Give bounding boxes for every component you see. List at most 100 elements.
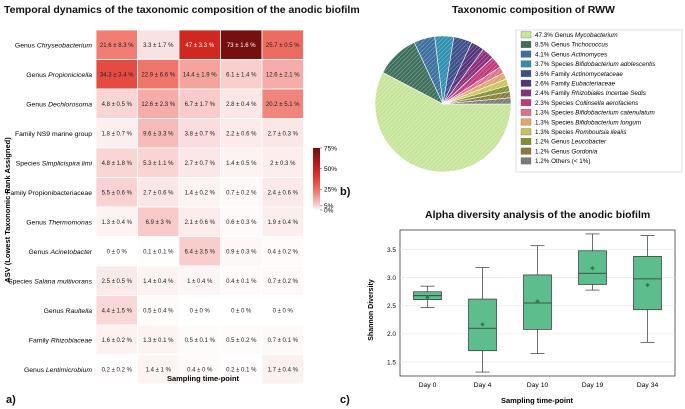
heatmap-row-label: Genus Dechlorosoma: [26, 101, 92, 108]
heatmap-cell-label: 0.6 ± 0.3 %: [226, 220, 257, 226]
pie-slice-hatch: [375, 72, 511, 172]
pie-legend-swatch: [520, 147, 532, 155]
colorbar-tick-label: 75%: [324, 145, 337, 152]
boxplot-mean-marker: [480, 322, 485, 327]
heatmap-cell-label: 73 ± 1.6 %: [227, 43, 256, 49]
pie-legend-entry: 1.3% Species Bifidobacterium catenulatum: [535, 110, 655, 117]
heatmap-row-label: Genus Propionicicella: [26, 72, 92, 79]
boxplot-x-tick-label: Day 19: [582, 382, 604, 389]
colorbar-tick-label: 50%: [324, 166, 337, 173]
boxplot-x-tick-label: Day 10: [527, 382, 549, 389]
boxplot-y-tick-label: 2.0: [387, 331, 396, 338]
pie-chart: 47.3% Genus Mycobacterium 8.5% Genus Tric…: [374, 29, 683, 173]
pie-legend-entry: 1.3% Species Romboutsia ilealis: [535, 129, 627, 136]
heatmap-cell-label: 6.1 ± 1.4 %: [226, 73, 257, 79]
heatmap-row-label: Genus Acinetobacter: [29, 249, 93, 256]
pie-legend-entry: 2.3% Species Collinsella aerofaciens: [535, 100, 639, 107]
heatmap-cell: [137, 147, 180, 178]
pie-legend-entry: 4.1% Genus Actinomyces: [535, 51, 608, 58]
heatmap-cell: [95, 206, 138, 237]
heatmap-cell-label: 2.4 ± 0.6 %: [268, 191, 299, 197]
heatmap-cell-label: 0.2 ± 0.1 %: [226, 368, 257, 374]
heatmap-cell: [178, 118, 221, 149]
heatmap-cell: [261, 236, 304, 267]
heatmap-cell-label: 3.8 ± 0.7 %: [185, 132, 216, 138]
colorbar: [313, 148, 320, 210]
heatmap-cell-label: 1.7 ± 0.4 %: [268, 368, 299, 374]
boxplot-x-axis-label: Sampling time-point: [501, 396, 574, 405]
heatmap-cell-label: 0.5 ± 0.1 %: [185, 338, 216, 344]
heatmap-cell-label: 0.1 ± 0.1 %: [143, 250, 174, 256]
heatmap-cell-label: 0.4 ± 0.1 %: [226, 279, 257, 285]
heatmap-cell-label: 1 ± 0.4 %: [187, 279, 213, 285]
pie-slice-hatch: [434, 36, 454, 104]
heatmap-cell-label: 0.4 ± 0.2 %: [268, 250, 299, 256]
heatmap-row-label: Family Propionibacteriaceae: [6, 190, 92, 197]
heatmap-y-axis-label: ASV (Lowest Taxonomic Rank Assigned): [3, 137, 12, 283]
heatmap-cell: [178, 177, 221, 208]
boxplot-chart: 1.5 2.0 2.5 3.0 3.5 Day 0 Day 4 Day 10 Day 19 Day…: [368, 229, 676, 405]
heatmap-cell-label: 1.3 ± 0.1 %: [143, 338, 174, 344]
heatmap-cell: [261, 324, 304, 355]
pie-legend-entry: 47.3% Genus Mycobacterium: [535, 32, 618, 39]
pie-legend-swatch: [520, 128, 532, 136]
heatmap-cell-label: 1.4 ± 0.4 %: [143, 279, 174, 285]
heatmap-row-label: Genus Chryseobacterium: [15, 42, 92, 49]
heatmap-row-label: Family Rhizobiaceae: [29, 337, 92, 344]
heatmap-cell-label: 34.3 ± 3.4 %: [100, 73, 134, 79]
heatmap-cell: [261, 354, 304, 385]
heatmap-title: Temporal dynamics of the taxonomic compo…: [4, 4, 360, 16]
heatmap-cell-label: 0 ± 0 %: [273, 309, 294, 315]
heatmap-cell: [261, 29, 304, 60]
heatmap-cell-label: 5.3 ± 1.1 %: [143, 161, 174, 167]
heatmap-cell-label: 0 ± 0 %: [231, 309, 252, 315]
heatmap-cell-label: 2.7 ± 0.3 %: [268, 132, 299, 138]
heatmap-cell: [261, 88, 304, 119]
heatmap-cell: [95, 236, 138, 267]
pie-slice-hatch: [443, 67, 504, 104]
pie-legend-swatch: [520, 79, 532, 87]
heatmap-cell-label: 2.7 ± 0.6 %: [143, 191, 174, 197]
boxplot-mean-marker: [590, 265, 595, 271]
heatmap-cell-label: 47 ± 3.3 %: [185, 43, 214, 49]
heatmap-cell: [178, 147, 221, 178]
heatmap-cell: [178, 265, 221, 296]
heatmap-cell: [261, 177, 304, 208]
pie-title: Taxonomic composition of RWW: [452, 4, 615, 16]
heatmap-row-label: Family NS9 marine group: [15, 131, 92, 138]
heatmap-cell-label: 4.8 ± 1.8 %: [102, 161, 133, 167]
pie-slice-hatch: [382, 42, 443, 104]
pie-slice-hatch: [414, 36, 443, 105]
pie-legend-swatch: [520, 89, 532, 97]
heatmap-cell-label: 6.7 ± 1.7 %: [185, 102, 216, 108]
heatmap-cell: [220, 118, 263, 149]
heatmap-cell: [220, 265, 263, 296]
heatmap-cell: [95, 324, 138, 355]
pie-legend-swatch: [520, 118, 532, 126]
heatmap-cell: [220, 236, 263, 267]
boxplot-y-tick-label: 2.5: [387, 303, 396, 310]
heatmap-cell: [220, 29, 263, 60]
heatmap-cell: [178, 295, 221, 326]
heatmap-cell-label: 3.3 ± 1.7 %: [143, 43, 174, 49]
boxplot-x-tick-label: Day 4: [474, 382, 492, 389]
heatmap-cell: [220, 324, 263, 355]
pie-slice-hatch: [443, 49, 493, 104]
heatmap-cell-label: 2.1 ± 0.6 %: [185, 220, 216, 226]
heatmap-cell: [220, 88, 263, 119]
heatmap-cell: [261, 295, 304, 326]
pie-legend-entry: 2.6% Family Eubacteriaceae: [535, 81, 616, 88]
pie-legend-swatch: [520, 138, 532, 145]
pie-legend-swatch: [520, 157, 532, 165]
pie-legend-swatch: [520, 108, 532, 116]
heatmap-cell-label: 0.9 ± 0.3 %: [226, 250, 257, 256]
heatmap-cell-label: 4.4 ± 1.5 %: [102, 309, 133, 315]
pie-legend-entry: 3.7% Species Bifidobacterium adolescenti…: [535, 61, 656, 68]
heatmap-cell: [137, 29, 180, 60]
boxplot-y-tick-label: 3.0: [387, 275, 396, 282]
heatmap-cell-label: 0.7 ± 0.2 %: [268, 279, 299, 285]
boxplot-x-tick-label: Day 34: [637, 382, 659, 389]
pie-legend-swatch: [520, 50, 532, 58]
heatmap-cell: [178, 59, 221, 90]
heatmap-cell-label: 14.4 ± 1.9 %: [183, 73, 217, 79]
